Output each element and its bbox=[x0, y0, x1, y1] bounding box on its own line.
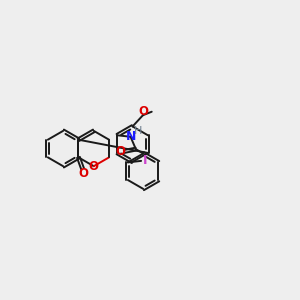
Text: H: H bbox=[134, 126, 142, 136]
Text: O: O bbox=[115, 145, 125, 158]
Text: N: N bbox=[126, 130, 136, 143]
Text: O: O bbox=[78, 167, 88, 180]
Text: O: O bbox=[88, 160, 98, 173]
Text: I: I bbox=[143, 154, 148, 167]
Text: O: O bbox=[138, 105, 148, 118]
